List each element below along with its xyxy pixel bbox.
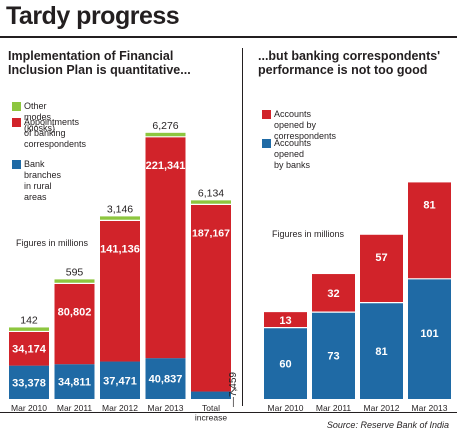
right-bar-banks-0 [264, 327, 307, 399]
left-bar-banks-3 [145, 358, 186, 399]
right-bar-correspondents-0 [264, 312, 307, 328]
left-bar-correspondents-2 [100, 220, 140, 362]
left-correspondents-label-3: 221,341 [146, 160, 186, 172]
right-bar-correspondents-2 [360, 234, 403, 303]
left-banks-label-2: 37,471 [103, 375, 137, 387]
legend-label-accounts-banks: Accounts opened by banks [274, 138, 312, 170]
left-banks-label-4: —7,459 [228, 372, 239, 407]
page-title: Tardy progress [6, 2, 180, 30]
legend-label-correspondents: Appointments of banking correspondents [24, 117, 87, 149]
left-bar-correspondents-1 [54, 283, 95, 365]
left-bar-banks-0 [9, 365, 49, 399]
left-correspondents-label-2: 141,136 [100, 243, 140, 255]
left-bar-banks-4 [191, 391, 231, 399]
legend-item-accounts-correspondents: Accounts opened by correspondents [262, 109, 336, 142]
left-category-label-4: Total increase [195, 403, 227, 423]
right-bar-correspondents-3 [408, 182, 451, 279]
legend-label-kiosks: Other modes (kiosks) [24, 101, 55, 133]
title-rule [0, 36, 457, 38]
left-bar-kiosks-3 [145, 132, 186, 137]
legend-item-kiosks: Other modes (kiosks) [12, 101, 55, 134]
right-correspondents-label-1: 32 [327, 288, 339, 300]
left-bar-banks-1 [54, 364, 95, 399]
left-category-label-2: Mar 2012 [102, 403, 138, 413]
right-correspondents-label-2: 57 [375, 252, 387, 264]
right-chart-title: ...but banking correspondents' performan… [258, 49, 441, 77]
left-bar-kiosks-0 [9, 327, 49, 332]
left-bar-banks-2 [100, 361, 140, 399]
right-banks-label-2: 81 [375, 346, 387, 358]
legend-swatch-correspondents [12, 118, 21, 127]
right-bar-banks-2 [360, 302, 403, 399]
left-bar-kiosks-2 [100, 216, 140, 221]
right-bar-correspondents-1 [312, 274, 355, 313]
right-bar-banks-1 [312, 312, 355, 399]
left-bar-correspondents-3 [145, 136, 186, 359]
left-bar-correspondents-4 [191, 204, 231, 392]
right-category-label-2: Mar 2012 [364, 403, 400, 413]
right-units-note: Figures in millions [272, 229, 345, 239]
legend-swatch-rural-branches [12, 160, 21, 169]
left-correspondents-label-0: 34,174 [12, 344, 47, 356]
left-total-label-4: 6,134 [198, 187, 224, 199]
bottom-rule [0, 412, 457, 413]
left-total-label-2: 3,146 [107, 203, 133, 215]
left-banks-label-0: 33,378 [12, 377, 46, 389]
left-category-label-3: Mar 2013 [148, 403, 184, 413]
left-bar-kiosks-4 [191, 200, 231, 205]
right-banks-label-3: 101 [420, 328, 438, 340]
left-banks-label-3: 40,837 [149, 374, 183, 386]
left-bar-kiosks-1 [54, 279, 95, 284]
right-correspondents-label-3: 81 [423, 199, 435, 211]
legend-item-rural-branches: Bank branches in rural areas [12, 159, 61, 203]
panel-divider [242, 48, 243, 406]
right-category-label-0: Mar 2010 [268, 403, 304, 413]
left-callout-line [230, 387, 237, 393]
legend-swatch-kiosks [12, 102, 21, 111]
legend-label-rural-branches: Bank branches in rural areas [24, 159, 62, 202]
legend-label-accounts-correspondents: Accounts opened by correspondents [274, 109, 337, 141]
left-total-label-0: 142 [20, 314, 38, 326]
left-correspondents-label-1: 80,802 [58, 306, 92, 318]
legend-swatch-accounts-banks [262, 139, 271, 148]
legend-swatch-accounts-correspondents [262, 110, 271, 119]
right-banks-label-1: 73 [327, 351, 339, 363]
source-note: Source: Reserve Bank of India [326, 420, 449, 430]
left-total-label-1: 595 [66, 266, 84, 278]
right-category-label-1: Mar 2011 [316, 403, 352, 413]
right-banks-label-0: 60 [279, 358, 291, 370]
legend-item-accounts-banks: Accounts opened by banks [262, 138, 311, 171]
right-bar-banks-3 [408, 278, 451, 399]
right-correspondents-label-0: 13 [279, 315, 291, 327]
left-chart-title: Implementation of Financial Inclusion Pl… [8, 49, 191, 77]
left-banks-label-1: 34,811 [58, 377, 91, 389]
left-bar-correspondents-0 [9, 331, 49, 366]
left-category-label-1: Mar 2011 [57, 403, 93, 413]
left-category-label-0: Mar 2010 [11, 403, 47, 413]
left-correspondents-label-4: 187,167 [192, 227, 230, 239]
left-total-label-3: 6,276 [152, 120, 178, 132]
legend-item-correspondents: Appointments of banking correspondents [12, 117, 86, 150]
right-category-label-3: Mar 2013 [412, 403, 448, 413]
left-units-note: Figures in millions [16, 238, 89, 248]
